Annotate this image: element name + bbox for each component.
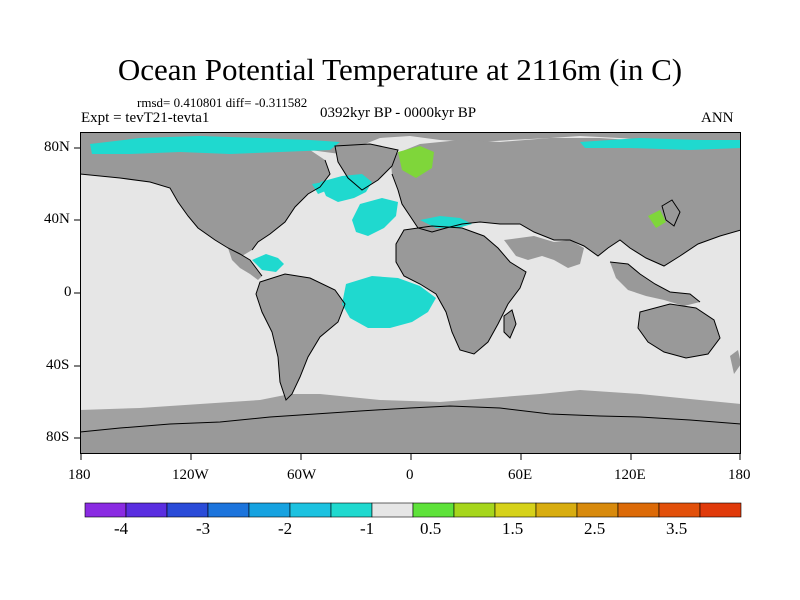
lon-label-60e: 60E xyxy=(508,467,533,483)
colorbar-swatch xyxy=(84,502,127,518)
rmsd-diff-stats: rmsd= 0.410801 diff= -0.311582 xyxy=(137,95,308,110)
lat-label-40n: 40N xyxy=(44,211,70,227)
colorbar-label-minus-2: -2 xyxy=(278,519,293,538)
colorbar-swatch xyxy=(289,502,332,518)
colorbar-swatch xyxy=(330,502,373,518)
lat-label-40s: 40S xyxy=(46,357,70,373)
cool-labrador-patch xyxy=(312,182,328,194)
lat-label-80s: 80S xyxy=(46,429,70,445)
lon-label-0: 0 xyxy=(406,467,414,483)
map-frame xyxy=(80,132,741,454)
land-new-zealand xyxy=(730,350,741,374)
colorbar-swatch xyxy=(535,502,578,518)
season-label: ANN xyxy=(701,110,734,126)
cool-caribbean xyxy=(252,254,284,272)
land-eurasia xyxy=(390,138,741,266)
map-panel xyxy=(80,132,741,454)
cool-south-atlantic xyxy=(342,276,436,328)
land-south-america xyxy=(256,274,345,400)
land-africa xyxy=(396,226,526,354)
colorbar-swatch xyxy=(453,502,496,518)
colorbar-swatch xyxy=(166,502,209,518)
lon-label-120e: 120E xyxy=(614,467,646,483)
anomaly-map xyxy=(80,132,741,454)
colorbar-swatch xyxy=(494,502,537,518)
cool-arctic-band xyxy=(90,136,340,154)
lat-tick-marks xyxy=(74,147,80,439)
land-arabia-india xyxy=(504,236,584,268)
colorbar-swatch xyxy=(125,502,168,518)
colorbar-swatch xyxy=(371,502,414,518)
colorbar-label-0-5: 0.5 xyxy=(420,519,442,538)
colorbar-swatch xyxy=(412,502,455,518)
colorbar-swatch xyxy=(699,502,742,518)
colorbar-swatch xyxy=(617,502,660,518)
experiment-label: Expt = tevT21-tevta1 xyxy=(81,110,210,126)
colorbar-label-minus-3: -3 xyxy=(196,519,211,538)
cool-east-atlantic xyxy=(352,198,398,236)
warm-japan-sea xyxy=(648,210,666,228)
land-australia xyxy=(638,304,720,358)
cool-arctic-east xyxy=(580,138,741,150)
colorbar-swatch xyxy=(207,502,250,518)
cool-north-atlantic xyxy=(320,174,372,202)
coastlines xyxy=(80,143,741,433)
colorbar-label-2-5: 2.5 xyxy=(584,519,606,538)
time-period-label: 0392kyr BP - 0000kyr BP xyxy=(320,105,477,121)
lon-label-180e: 180 xyxy=(728,467,751,483)
colorbar-label-3-5: 3.5 xyxy=(666,519,688,538)
warm-anomaly-regions xyxy=(398,146,666,228)
map-title: Ocean Potential Temperature at 2116m (in… xyxy=(117,52,683,87)
lon-label-180w: 180 xyxy=(68,467,91,483)
lat-label-80n: 80N xyxy=(44,139,70,155)
colorbar-swatch xyxy=(658,502,701,518)
cool-anomaly-regions xyxy=(90,136,741,328)
colorbar xyxy=(84,502,742,518)
warm-norwegian-sea xyxy=(398,146,434,178)
lon-label-60w: 60W xyxy=(287,467,317,483)
lon-label-120w: 120W xyxy=(172,467,209,483)
colorbar-swatch xyxy=(576,502,619,518)
land-arctic xyxy=(80,132,741,154)
land-japan xyxy=(662,200,680,226)
land-central-america xyxy=(228,248,262,280)
colorbar-label-minus-1: -1 xyxy=(360,519,375,538)
colorbar-swatch xyxy=(248,502,291,518)
land-antarctica-shelf xyxy=(80,390,741,432)
colorbar-label-minus-4: -4 xyxy=(114,519,129,538)
land-north-america xyxy=(80,146,330,256)
colorbar-label-1-5: 1.5 xyxy=(502,519,524,538)
lat-label-0: 0 xyxy=(64,284,72,300)
lon-tick-marks xyxy=(80,454,741,460)
